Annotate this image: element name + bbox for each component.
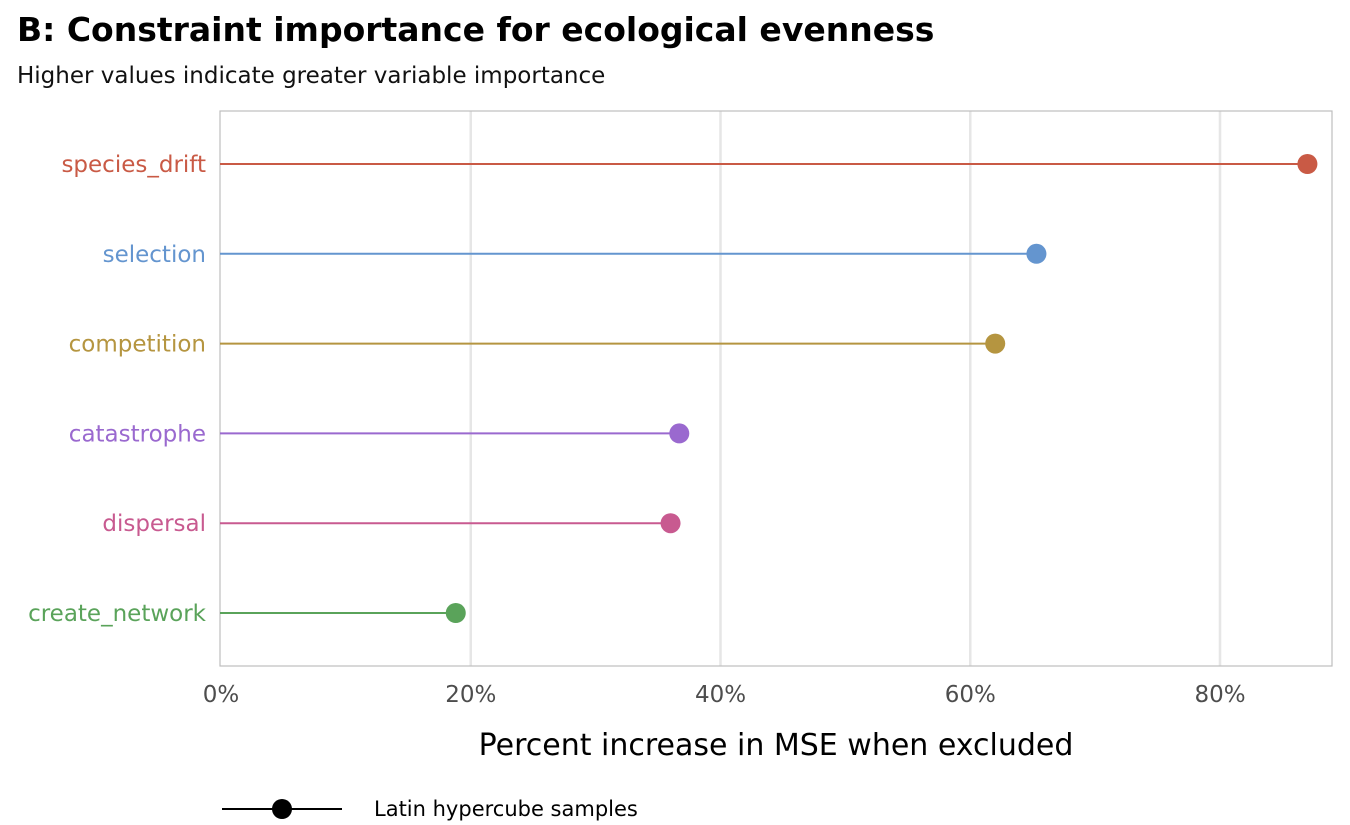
x-axis-title: Percent increase in MSE when excluded	[479, 728, 1074, 763]
chart-title: B: Constraint importance for ecological …	[17, 10, 935, 49]
x-tick-label: 20%	[445, 682, 496, 708]
y-category-label: competition	[69, 332, 206, 358]
y-axis-labels: species_drift selection competition catastr…	[28, 152, 207, 627]
lollipop-point	[669, 423, 690, 444]
chart-marks	[220, 154, 1318, 623]
y-category-label: create_network	[28, 601, 207, 627]
y-category-label: catastrophe	[69, 421, 206, 447]
lollipop-point	[445, 603, 466, 623]
y-category-label: selection	[103, 242, 206, 268]
lollipop-point	[985, 333, 1006, 354]
y-category-label: species_drift	[61, 152, 206, 178]
y-category-label: dispersal	[102, 511, 206, 537]
chart-subtitle: Higher values indicate greater variable …	[17, 63, 606, 89]
legend-label: Latin hypercube samples	[374, 797, 638, 821]
x-axis-tick-labels: 0% 20% 40% 60% 80%	[203, 682, 1246, 708]
lollipop-point	[660, 513, 681, 534]
plot-panel-border	[219, 110, 1333, 667]
x-tick-label: 40%	[695, 682, 746, 708]
x-tick-label: 80%	[1194, 682, 1245, 708]
legend-key-point	[272, 799, 292, 819]
lollipop-point	[1026, 243, 1047, 264]
x-tick-label: 60%	[945, 682, 996, 708]
x-tick-label: 0%	[203, 682, 240, 708]
legend: Latin hypercube samples	[222, 797, 638, 821]
gridlines	[469, 111, 1222, 666]
lollipop-point	[1297, 154, 1318, 174]
